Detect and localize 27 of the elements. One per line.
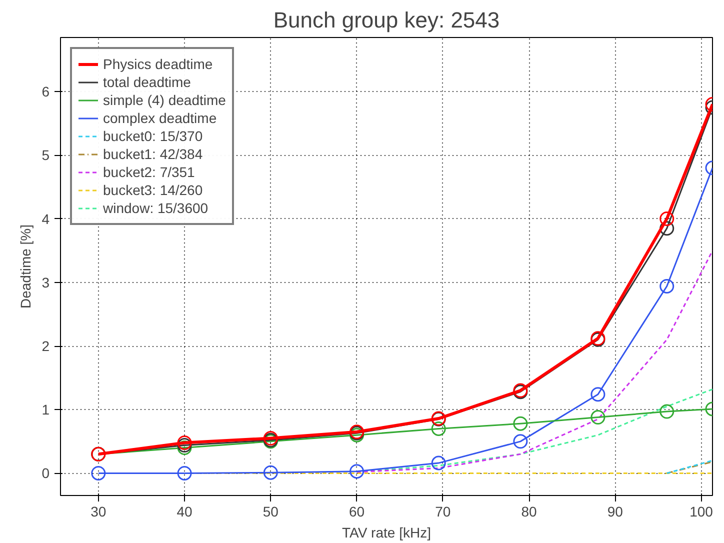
x-tick-label: 70 xyxy=(435,504,451,520)
x-tick-label: 100 xyxy=(690,504,714,520)
x-tick-label: 40 xyxy=(176,504,193,520)
chart-title: Bunch group key: 2543 xyxy=(273,8,500,32)
y-tick-label: 3 xyxy=(42,274,50,290)
y-tick-label: 6 xyxy=(42,84,50,100)
y-tick-label: 2 xyxy=(42,338,50,354)
x-axis-title: TAV rate [kHz] xyxy=(342,524,431,540)
y-tick-label: 0 xyxy=(42,465,50,482)
legend-label: Physics deadtime xyxy=(103,55,213,73)
x-tick-label: 30 xyxy=(90,504,106,520)
y-axis-title: Deadtime [%] xyxy=(18,224,34,309)
legend-label: bucket3: 14/260 xyxy=(103,181,203,199)
legend-label: bucket2: 7/351 xyxy=(103,163,195,181)
legend-label: simple (4) deadtime xyxy=(103,91,226,109)
x-tick-label: 50 xyxy=(262,504,279,520)
y-tick-label: 4 xyxy=(42,210,50,227)
y-tick-label: 1 xyxy=(42,402,50,418)
legend-label: total deadtime xyxy=(103,73,191,91)
y-tick-label: 5 xyxy=(42,147,50,164)
legend-label: window: 15/3600 xyxy=(103,199,208,217)
legend-label: bucket1: 42/384 xyxy=(103,145,203,163)
x-tick-label: 90 xyxy=(607,504,624,520)
x-tick-label: 80 xyxy=(521,504,538,520)
legend-label: bucket0: 15/370 xyxy=(103,127,203,145)
legend-label: complex deadtime xyxy=(103,109,217,127)
x-tick-label: 60 xyxy=(349,504,365,520)
